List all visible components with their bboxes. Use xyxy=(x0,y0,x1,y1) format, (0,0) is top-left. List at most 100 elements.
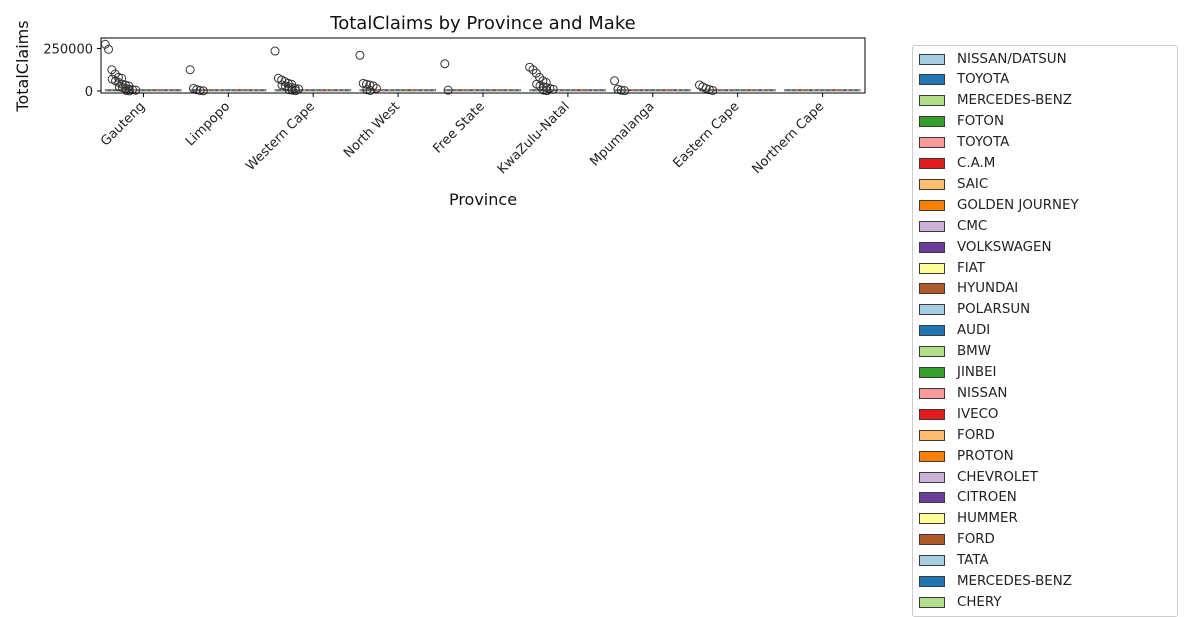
box-mark xyxy=(458,89,462,92)
legend-item: SAIC xyxy=(919,174,988,194)
box-mark xyxy=(515,89,519,92)
legend-item: BMW xyxy=(919,342,991,362)
legend-swatch xyxy=(919,471,945,483)
legend-label: TOYOTA xyxy=(957,135,1010,151)
box-mark xyxy=(733,89,736,92)
box-mark xyxy=(263,89,267,92)
box-mark xyxy=(359,89,363,92)
outlier-point xyxy=(195,85,205,95)
box-mark xyxy=(676,89,680,92)
box-mark xyxy=(642,89,646,92)
box-mark xyxy=(223,89,227,92)
legend-swatch xyxy=(919,367,945,378)
box-mark xyxy=(557,89,561,92)
legend-swatch xyxy=(919,220,945,232)
outlier-point xyxy=(192,85,202,95)
box-mark xyxy=(467,89,471,92)
outlier-point xyxy=(185,65,195,75)
box-mark xyxy=(818,89,821,92)
box-mark xyxy=(336,89,340,92)
x-tick-label: Free State xyxy=(430,99,487,156)
box-mark xyxy=(597,89,601,92)
box-mark xyxy=(447,89,451,92)
legend-swatch xyxy=(919,199,945,211)
box-mark xyxy=(393,89,397,92)
box-plot-chart: TotalClaims by Province and Make TotalCl… xyxy=(13,13,866,209)
box-mark xyxy=(481,89,485,92)
box-mark xyxy=(226,89,230,92)
box-mark xyxy=(752,89,756,92)
box-mark xyxy=(764,89,768,92)
x-tick-label: Northern Cape xyxy=(750,99,828,177)
box-mark xyxy=(792,89,796,92)
box-mark xyxy=(854,89,858,92)
outlier-point xyxy=(365,85,375,95)
legend-label: PROTON xyxy=(957,448,1014,464)
box-mark xyxy=(489,89,493,92)
legend-item: FORD xyxy=(919,530,995,550)
legend-label: HUMMER xyxy=(957,511,1018,527)
box-mark xyxy=(161,89,165,92)
box-mark xyxy=(339,89,343,92)
legend-label: VOLKSWAGEN xyxy=(957,239,1052,255)
box-mark xyxy=(602,89,606,92)
box-mark xyxy=(178,89,182,92)
box-mark xyxy=(421,89,425,92)
box-mark xyxy=(419,89,422,92)
box-mark xyxy=(569,89,572,92)
legend-item: PROTON xyxy=(919,446,1014,466)
outlier-point xyxy=(114,82,124,92)
y-tick-label: 250000 xyxy=(43,43,93,58)
legend-item: MERCEDES-BENZ xyxy=(919,572,1072,592)
box-mark xyxy=(342,89,346,92)
box-mark xyxy=(738,89,742,92)
box-mark xyxy=(455,89,459,92)
box-mark xyxy=(144,89,148,92)
box-mark xyxy=(843,89,847,92)
legend-swatch xyxy=(919,116,945,128)
box-mark xyxy=(846,89,850,92)
box-mark xyxy=(110,89,114,92)
box-mark xyxy=(232,89,236,92)
box-mark xyxy=(498,89,502,92)
box-mark xyxy=(385,89,388,92)
box-mark xyxy=(724,89,728,92)
legend-item: AUDI xyxy=(919,321,990,341)
legend-swatch xyxy=(919,304,945,316)
box-mark xyxy=(495,89,499,92)
box-mark xyxy=(469,89,473,92)
outlier-point xyxy=(198,86,208,96)
legend-swatch xyxy=(919,178,945,190)
box-mark xyxy=(826,89,830,92)
box-mark xyxy=(317,89,321,92)
box-mark xyxy=(325,89,329,92)
outlier-point xyxy=(284,85,294,95)
box-mark xyxy=(478,89,482,92)
legend-item: MERCEDES-BENZ xyxy=(919,91,1072,111)
legend-item: HYUNDAI xyxy=(919,279,1018,299)
x-tick-label: Limpopo xyxy=(183,99,233,149)
legend-label: FORD xyxy=(957,532,995,548)
outlier-point xyxy=(704,85,714,95)
outlier-point xyxy=(277,80,287,90)
box-mark xyxy=(501,89,504,92)
legend-swatch xyxy=(919,387,945,399)
box-mark xyxy=(220,89,224,92)
y-axis-label: TotalClaims xyxy=(13,20,32,112)
legend-label: FORD xyxy=(957,427,995,443)
box-mark xyxy=(560,89,564,92)
box-mark xyxy=(594,89,598,92)
outlier-point xyxy=(528,65,538,75)
box-mark xyxy=(107,89,111,92)
box-mark xyxy=(585,89,589,92)
box-mark xyxy=(153,89,156,92)
box-mark xyxy=(486,89,490,92)
outlier-point xyxy=(443,85,453,95)
box-mark xyxy=(345,89,349,92)
box-mark xyxy=(164,89,168,92)
box-mark xyxy=(387,89,391,92)
box-mark xyxy=(249,89,253,92)
box-mark xyxy=(452,89,456,92)
box-mark xyxy=(246,89,250,92)
box-mark xyxy=(851,89,855,92)
